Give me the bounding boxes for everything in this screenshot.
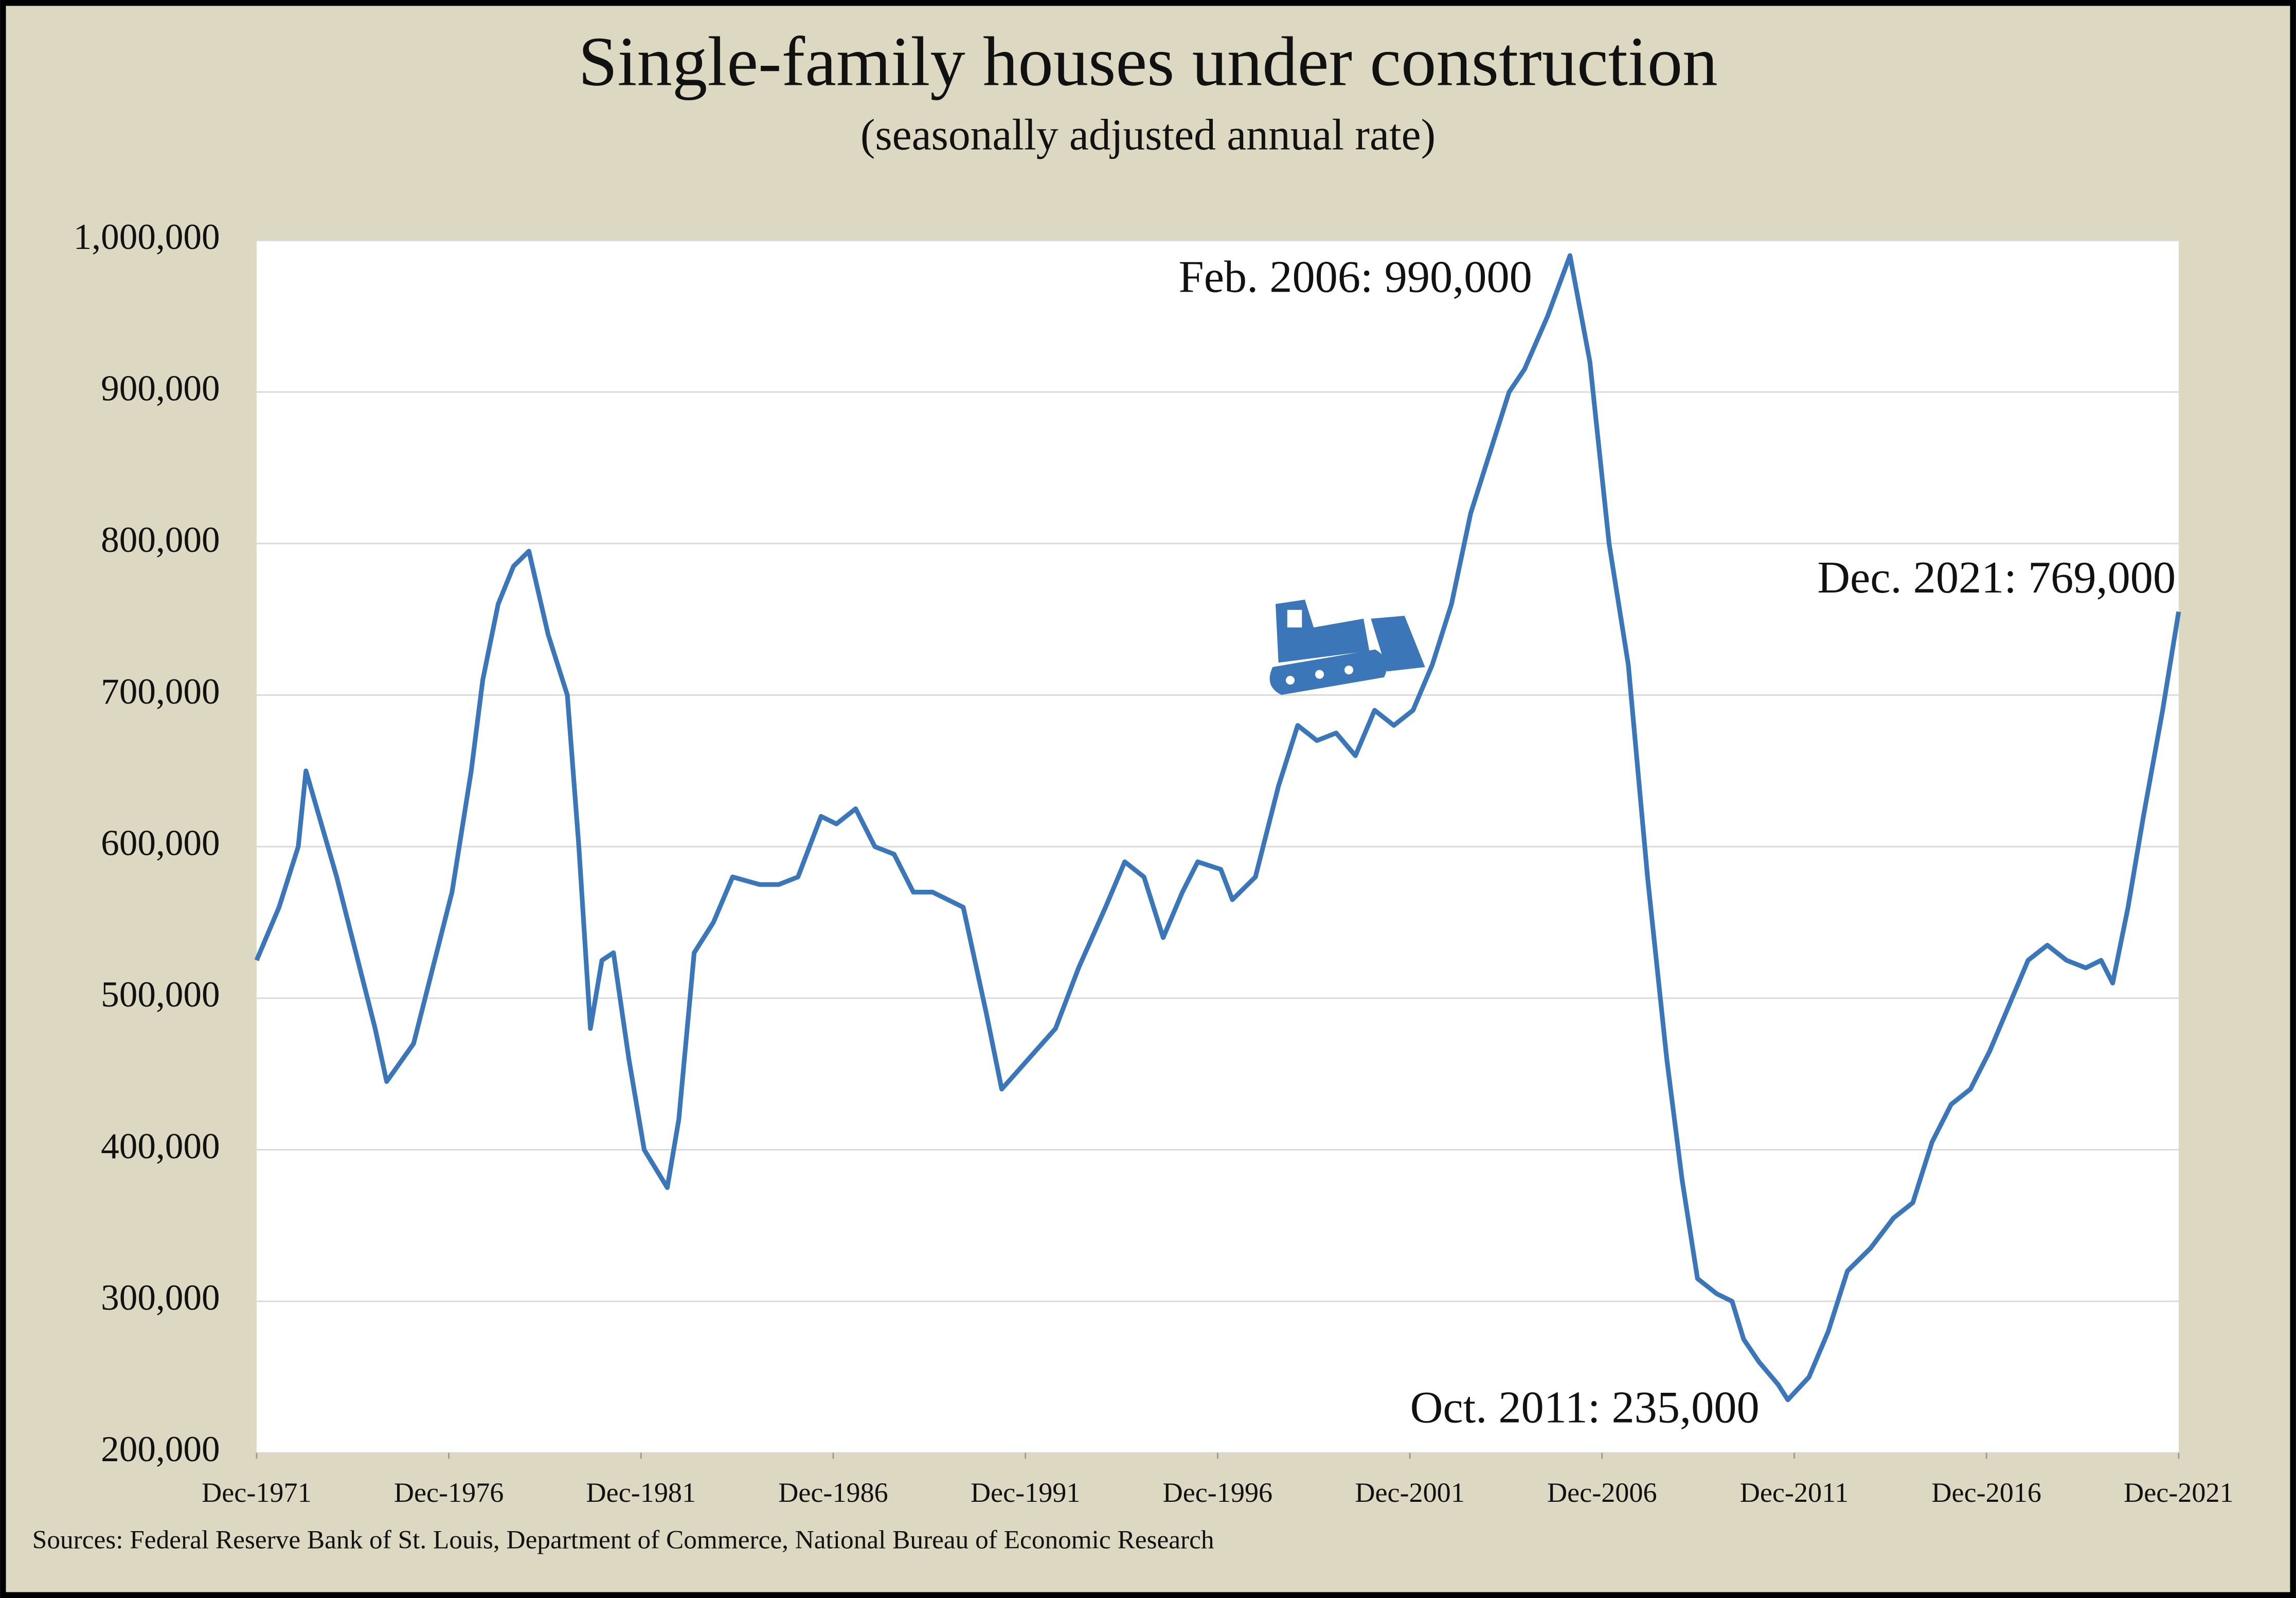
y-tick-label: 300,000 xyxy=(101,1277,220,1318)
x-tick-label: Dec-1996 xyxy=(1163,1477,1272,1508)
annotation: Dec. 2021: 769,000 xyxy=(1817,552,2176,603)
source-note: Sources: Federal Reserve Bank of St. Lou… xyxy=(32,1525,1214,1554)
y-tick-label: 200,000 xyxy=(101,1429,220,1469)
x-tick-label: Dec-2016 xyxy=(1931,1477,2041,1508)
y-tick-label: 400,000 xyxy=(101,1126,220,1166)
x-tick-label: Dec-2011 xyxy=(1740,1477,1849,1508)
x-tick-label: Dec-1971 xyxy=(202,1477,311,1508)
chart-subtitle: (seasonally adjusted annual rate) xyxy=(860,111,1436,159)
y-tick-label: 600,000 xyxy=(101,822,220,863)
bulldozer-icon xyxy=(1269,599,1425,695)
x-tick-label: Dec-1986 xyxy=(778,1477,888,1508)
x-tick-label: Dec-2006 xyxy=(1547,1477,1657,1508)
data-line xyxy=(254,253,2181,1403)
annotation: Oct. 2011: 235,000 xyxy=(1410,1382,1760,1432)
y-tick-label: 800,000 xyxy=(101,519,220,560)
x-tick-label: Dec-2021 xyxy=(2124,1477,2233,1508)
annotation: Feb. 2006: 990,000 xyxy=(1179,252,1532,302)
chart-title: Single-family houses under construction xyxy=(578,22,1717,100)
x-tick-label: Dec-1976 xyxy=(394,1477,504,1508)
y-tick-label: 900,000 xyxy=(101,368,220,409)
y-tick-label: 1,000,000 xyxy=(74,217,220,257)
x-tick-label: Dec-1981 xyxy=(586,1477,696,1508)
x-tick-label: Dec-2001 xyxy=(1355,1477,1464,1508)
x-tick-label: Dec-1991 xyxy=(971,1477,1080,1508)
y-tick-label: 700,000 xyxy=(101,671,220,712)
y-tick-label: 500,000 xyxy=(101,974,220,1015)
